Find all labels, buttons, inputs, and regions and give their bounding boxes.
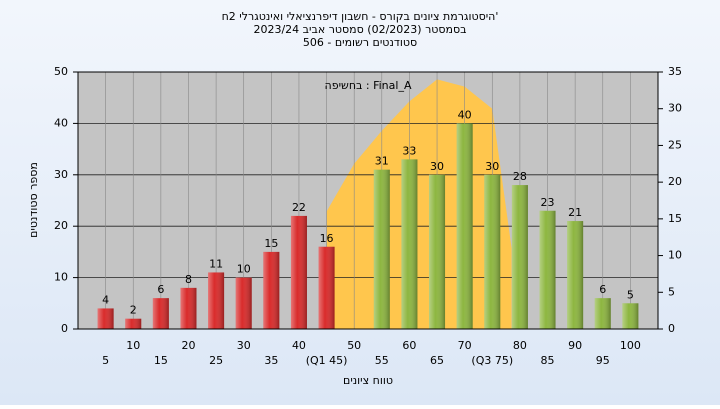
y-tick-label: 30 [54,168,68,181]
bar-shade [318,246,335,329]
bar-shade [125,318,142,329]
x-tick-label: 25 [209,354,223,367]
data-label: 8 [185,273,192,286]
x-tick-label: 80 [513,339,527,352]
x-tick-label: 20 [181,339,195,352]
y-tick-label: 0 [61,322,68,335]
data-label: 5 [627,288,634,301]
bar-shade [235,277,252,329]
x-tick-label: (Q1 45) [306,354,348,367]
x-tick-label: (Q3 75) [471,354,513,367]
x-tick-label: 10 [126,339,140,352]
data-label: 33 [402,144,416,157]
bar-shade [456,123,473,330]
data-label: 15 [264,237,278,250]
y-tick-label: 10 [54,271,68,284]
x-tick-label: 15 [154,354,168,367]
data-label: 4 [102,293,109,306]
data-label: 21 [568,206,582,219]
x-tick-label: 85 [541,354,555,367]
data-label: 16 [320,232,334,245]
data-label: 30 [430,160,444,173]
bar-shade [97,308,114,329]
bar-shade [484,174,501,329]
x-tick-label: 40 [292,339,306,352]
y2-tick-label: 5 [668,285,675,298]
bar-shade [622,303,639,329]
bar-shade [511,185,528,329]
chart-title: היסטוגרמת ציונים בקורס - חשבון דיפרנציאל… [222,10,499,23]
y-tick-label: 40 [54,116,68,129]
bar-shade [429,174,446,329]
y2-tick-label: 25 [668,138,682,151]
x-tick-label: 100 [620,339,641,352]
y-tick-label: 20 [54,219,68,232]
y2-tick-label: 30 [668,102,682,115]
x-tick-label: 60 [402,339,416,352]
y2-tick-label: 20 [668,175,682,188]
bar-shade [263,251,280,329]
chart-subtitle: סטודנטים רשומים - 506 [303,36,417,49]
y2-tick-label: 15 [668,212,682,225]
data-label: 6 [599,283,606,296]
y2-tick-label: 35 [668,65,682,78]
data-label: 6 [157,283,164,296]
bar-shade [401,159,418,329]
x-tick-label: 65 [430,354,444,367]
data-label: 2 [130,304,137,317]
bar-shade [373,169,390,329]
data-label: 31 [375,155,389,168]
bar-shade [152,298,169,329]
x-tick-label: 90 [568,339,582,352]
data-label: 40 [458,108,472,121]
y2-tick-label: 0 [668,322,675,335]
bar-shade [567,221,584,329]
chart-subtitle: בסמסטר (02/2023) סמסטר אביב 2023/24 [253,23,466,36]
bar-shade [208,272,225,329]
bar-shade [180,287,197,329]
bar-shade [290,215,307,329]
data-label: 22 [292,201,306,214]
bar-shade [594,298,611,329]
bar-shade [539,210,556,329]
x-tick-label: 95 [596,354,610,367]
x-tick-label: 30 [237,339,251,352]
data-label: 28 [513,170,527,183]
x-tick-label: 5 [102,354,109,367]
annotation: בחשיפה : Final_A [325,79,412,92]
data-label: 11 [209,257,223,270]
x-axis-label: טווח ציונים [343,374,393,387]
x-tick-label: 35 [264,354,278,367]
y-tick-label: 50 [54,65,68,78]
x-tick-label: 55 [375,354,389,367]
x-tick-label: 70 [458,339,472,352]
x-tick-label: 50 [347,339,361,352]
data-label: 23 [541,196,555,209]
data-label: 30 [485,160,499,173]
plot-border [77,71,659,330]
y-axis-label: מספר סטודנטים [27,162,40,238]
y2-tick-label: 10 [668,249,682,262]
data-label: 10 [237,263,251,276]
